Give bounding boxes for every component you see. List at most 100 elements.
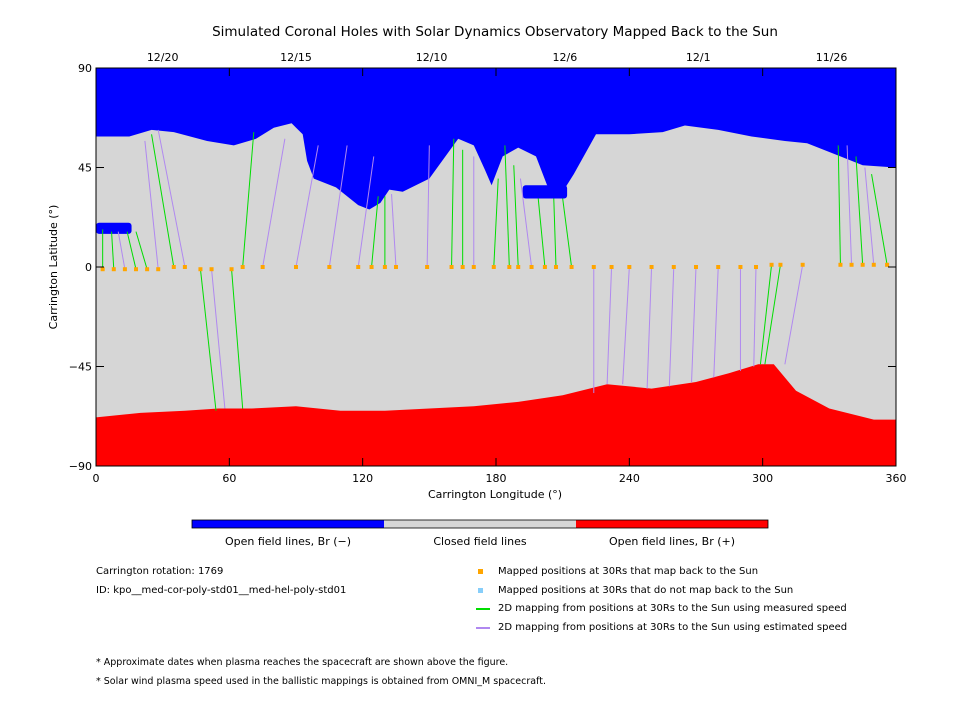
colorbar-label: Open field lines, Br (+) [609,535,735,548]
mapping-line-estimated [295,145,319,268]
mapped-point [542,265,547,269]
mapped-point [838,262,843,267]
carrington-rotation: Carrington rotation: 1769 [96,566,224,577]
mapping-line-measured [764,264,781,365]
mapping-line-estimated [328,145,348,268]
y-tick-label: 45 [78,162,92,175]
mapped-point [171,265,176,269]
mapping-line-estimated [606,266,613,385]
legend-label: Mapped positions at 30Rs that do not map… [498,584,794,596]
date-axis: 12/20 12/15 12/10 12/6 12/1 11/26 [147,51,848,64]
mapped-point [327,265,332,269]
plot-area [95,67,897,467]
x-axis-label: Carrington Longitude (°) [428,488,562,501]
footnote-dates: * Approximate dates when plasma reaches … [96,657,509,668]
mapped-point [260,265,265,269]
mapped-point [182,265,187,269]
mapped-point [449,265,454,269]
mapped-point [111,267,116,272]
mapped-point [627,265,632,269]
mapped-point [294,265,298,269]
mapping-line-measured [855,156,864,265]
mapping-line-estimated [753,266,757,367]
mapping-line-estimated [846,145,853,265]
mapping-line-estimated [691,266,697,382]
x-tick-label: 300 [752,472,773,485]
mapping-line-estimated [519,178,533,268]
mapped-point [671,265,676,269]
mapped-point [694,265,698,269]
colorbar-segment [384,520,576,528]
mapped-point [885,262,890,267]
mapped-point [134,267,138,272]
mapped-point [156,267,161,272]
mapping-line-estimated [784,264,804,365]
mapped-point [516,265,521,269]
mapped-point [554,265,558,269]
colorbar: Open field lines, Br (−) Closed field lin… [191,519,769,548]
x-tick-label: 0 [93,472,100,485]
mapping-line-measured [837,145,841,265]
mapping-line-measured [451,138,455,268]
mapped-point [860,262,865,267]
mapped-point [754,265,758,269]
mapping-line-measured [126,231,137,270]
mapping-line-measured [513,165,519,268]
mapped-point [871,262,876,267]
x-tick-label: 240 [619,472,640,485]
y-tick-label: 90 [78,62,92,75]
mapped-point [849,262,854,267]
model-id: ID: kpo__med-cor-poly-std01__med-hel-pol… [96,585,347,596]
mapping-line-estimated [713,266,719,378]
mapped-point [122,267,127,272]
mapping-line-estimated [426,145,430,268]
legend-square-marker [478,587,483,593]
mapping-line-estimated [622,266,630,385]
y-tick-label: −45 [69,361,92,374]
x-tick-label: 60 [222,472,236,485]
mapped-point [229,267,234,272]
mapped-point [209,267,214,272]
coronal-hole-island [522,185,568,199]
mapped-point [100,267,105,272]
mapped-point [609,265,614,269]
mapped-point [198,267,203,272]
mapping-line-measured [759,264,773,365]
mapped-point [800,262,805,267]
legend-label: 2D mapping from positions at 30Rs to the… [498,603,847,614]
colorbar-label: Open field lines, Br (−) [225,535,351,548]
x-tick-label: 360 [886,472,907,485]
y-axis: 90 45 0 −45 −90 [69,62,896,473]
mapped-point [507,265,512,269]
chart-title: Simulated Coronal Holes with Solar Dynam… [212,24,778,40]
colorbar-frame [191,519,769,529]
mapping-line-measured [135,231,148,270]
mapping-line-estimated [117,231,126,270]
legend-label: Mapped positions at 30Rs that map back t… [498,566,759,577]
colorbar-segment [576,520,768,528]
date-tick-label: 12/6 [553,51,578,64]
y-tick-label: 0 [85,261,92,274]
mapping-line-estimated [668,266,675,387]
mapping-line-measured [562,198,573,268]
mapping-line-measured [111,231,115,270]
mapped-point [240,265,245,269]
mapped-point [394,265,398,269]
x-tick-label: 120 [352,472,373,485]
coronal-hole-chart: Simulated Coronal Holes with Solar Dynam… [47,24,907,548]
legend-line-marker [476,608,490,610]
colorbar-label: Closed field lines [433,535,527,548]
mapped-point [591,265,596,269]
y-axis-label: Carrington Latitude (°) [47,205,60,330]
mapped-point [529,265,534,269]
date-tick-label: 11/26 [816,51,848,64]
mapped-point [425,265,430,269]
mapped-point [460,265,465,269]
mapping-line-estimated [262,138,286,268]
mapping-line-measured [504,145,510,268]
mapping-line-measured [553,198,557,268]
mapped-point [716,265,721,269]
date-tick-label: 12/20 [147,51,179,64]
south-coronal-hole [96,364,896,466]
y-tick-label: −90 [69,460,92,473]
